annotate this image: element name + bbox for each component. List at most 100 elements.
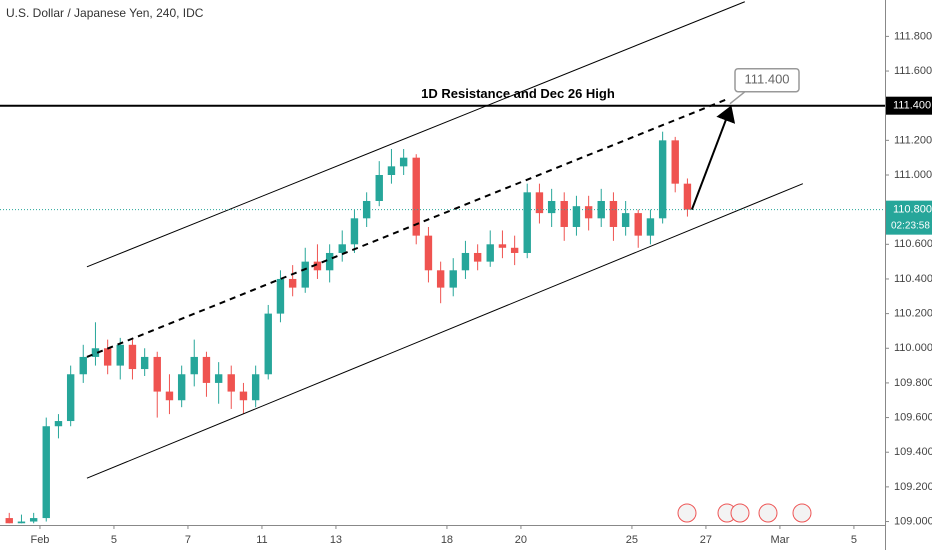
- candle-body: [227, 374, 235, 392]
- event-icon: [758, 503, 778, 523]
- candle-body: [671, 140, 679, 184]
- candle-body: [535, 192, 544, 214]
- y-tick-label: 111.600: [894, 65, 932, 77]
- x-tick-label: 25: [626, 534, 638, 546]
- candle-body: [177, 374, 186, 401]
- candle-body: [165, 391, 174, 401]
- candle-body: [399, 157, 408, 167]
- candle-body: [54, 421, 63, 427]
- event-icon: [677, 503, 697, 523]
- candle-body: [103, 348, 112, 366]
- event-icon: [730, 503, 750, 523]
- chart-title: U.S. Dollar / Japanese Yen, 240, IDC: [6, 6, 204, 20]
- candle-body: [547, 200, 556, 214]
- x-tick-label: 27: [700, 534, 712, 546]
- event-icons: [677, 503, 812, 523]
- resistance-text: 1D Resistance and Dec 26 High: [421, 86, 615, 101]
- candle-body: [609, 200, 618, 227]
- candle-body: [461, 252, 470, 271]
- event-icon: [792, 503, 812, 523]
- y-tick-label: 110.200: [894, 308, 932, 320]
- x-tick-label: 18: [441, 534, 453, 546]
- candle-body: [66, 374, 75, 422]
- candle-body: [560, 200, 568, 227]
- candle-body: [91, 348, 100, 357]
- x-tick-label: 11: [256, 534, 267, 546]
- candle-body: [486, 244, 494, 262]
- candle-body: [288, 278, 297, 288]
- drawing-dashed: [86, 97, 729, 358]
- x-tick-label: 5: [851, 534, 857, 546]
- candle-body: [449, 270, 457, 288]
- candle-body: [424, 235, 433, 271]
- candle-body: [338, 244, 346, 253]
- candle-body: [140, 356, 149, 370]
- candle-body: [79, 356, 87, 375]
- candle-body: [510, 247, 519, 253]
- x-tick-label: 20: [515, 534, 527, 546]
- resistance-badge-label: 111.400: [893, 100, 931, 112]
- y-tick-label: 110.000: [894, 342, 932, 354]
- candle-body: [251, 374, 260, 401]
- candle-body: [634, 213, 642, 236]
- candle-body: [387, 166, 396, 175]
- y-tick-label: 110.600: [894, 238, 932, 250]
- callout-pointer: [729, 91, 746, 105]
- candle-body: [584, 206, 593, 219]
- y-tick-label: 111.000: [894, 169, 932, 181]
- y-tick-label: 109.000: [894, 515, 932, 527]
- axes: 109.000 109.200 109.400 109.600 109.800 110.0…: [30, 30, 932, 546]
- y-tick-label: 109.200: [894, 481, 932, 493]
- candle-body: [597, 200, 605, 219]
- candle-body: [153, 356, 161, 392]
- y-tick-label: 109.800: [894, 377, 932, 389]
- y-tick-label: 111.200: [894, 134, 932, 146]
- y-tick-label: 109.400: [894, 446, 932, 458]
- candle-body: [436, 270, 445, 288]
- candle-body: [473, 252, 482, 262]
- candle-body: [621, 213, 630, 227]
- drawing-arrow: [690, 105, 736, 211]
- callout-text: 111.400: [744, 72, 789, 87]
- candle-body: [190, 356, 198, 375]
- candle-body: [214, 374, 223, 383]
- drawing-solid: [86, 1, 745, 268]
- candle-body: [29, 518, 38, 522]
- candle-body: [523, 192, 531, 253]
- callout-box: [734, 67, 800, 93]
- candle-body: [572, 206, 581, 227]
- candle-body: [17, 521, 26, 524]
- candle-body: [646, 218, 655, 236]
- x-tick-label: Mar: [770, 534, 789, 546]
- y-tick-label: 109.600: [894, 411, 932, 423]
- candle-body: [276, 278, 285, 314]
- resistance-badge: [886, 96, 932, 115]
- countdown-label: 02:23:58: [891, 220, 930, 231]
- candle-body: [313, 261, 322, 271]
- candle-body: [116, 344, 124, 366]
- candle-body: [658, 140, 667, 219]
- candle-body: [301, 261, 309, 288]
- y-tick-label: 110.400: [894, 273, 932, 285]
- candle-body: [128, 344, 137, 370]
- candle-body: [42, 426, 50, 519]
- x-tick-label: Feb: [30, 534, 49, 546]
- candle-body: [202, 356, 211, 383]
- candle-body: [683, 183, 692, 210]
- candle-body: [375, 175, 383, 201]
- candle-body: [5, 518, 13, 524]
- candle-body: [239, 391, 248, 401]
- last-price-label: 110.800: [893, 204, 932, 216]
- candle-body: [412, 157, 420, 236]
- last-price-badge: [886, 200, 932, 235]
- plot-area: [0, 1, 885, 524]
- candle-body: [325, 252, 334, 271]
- candle-body: [264, 313, 272, 375]
- x-tick-label: 5: [111, 534, 117, 546]
- y-tick-label: 111.800: [894, 30, 932, 42]
- candle-body: [350, 218, 359, 245]
- x-tick-label: 13: [330, 534, 342, 546]
- drawing-solid: [86, 183, 804, 479]
